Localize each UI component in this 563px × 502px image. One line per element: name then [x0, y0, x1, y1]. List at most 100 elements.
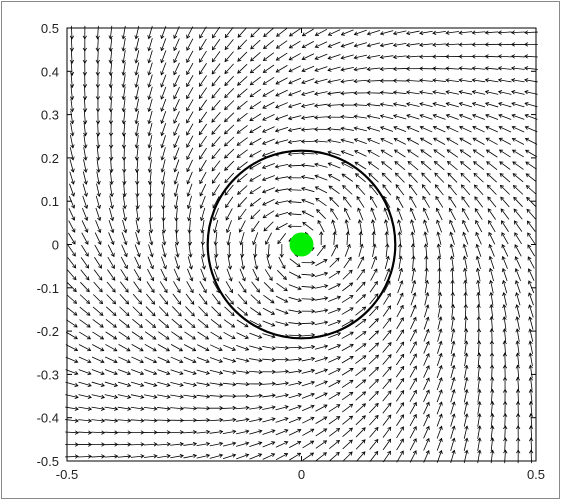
field-arrow [198, 99, 208, 112]
field-arrow [274, 126, 289, 133]
field-arrow [237, 293, 248, 305]
field-arrow [148, 244, 154, 258]
field-arrow [397, 231, 402, 245]
field-arrow [157, 454, 171, 459]
field-arrow [471, 113, 486, 120]
field-arrow [105, 344, 118, 352]
field-arrow [301, 368, 316, 374]
field-arrow [464, 340, 469, 355]
field-arrow [109, 159, 114, 173]
field-arrow [300, 163, 315, 168]
field-arrow [512, 161, 524, 170]
field-arrow [421, 184, 431, 196]
field-arrow [384, 219, 389, 233]
field-arrow [471, 42, 486, 47]
field-arrow [173, 62, 180, 76]
field-arrow [130, 406, 145, 411]
field-arrow [274, 139, 289, 145]
field-arrow [369, 438, 379, 450]
field-arrow [437, 267, 442, 282]
field-arrow [249, 125, 262, 134]
field-arrow [105, 306, 117, 317]
field-arrow [82, 195, 89, 209]
field-arrow [300, 127, 315, 132]
field-arrow [95, 110, 101, 125]
field-arrow [526, 220, 536, 232]
field-arrow [91, 356, 105, 364]
field-arrow [472, 137, 485, 145]
field-arrow [68, 195, 76, 209]
field-arrow [148, 219, 154, 234]
field-arrow [82, 183, 88, 197]
field-arrow [249, 453, 263, 460]
field-arrow [301, 285, 316, 290]
field-arrow [460, 184, 471, 196]
field-arrow [342, 282, 354, 292]
field-arrow [262, 381, 276, 386]
field-arrow [485, 113, 499, 120]
field-arrow [237, 306, 249, 316]
field-arrow [515, 292, 521, 306]
field-arrow [447, 172, 458, 183]
field-arrow [224, 148, 235, 159]
field-arrow [199, 50, 207, 63]
field-arrow [222, 382, 237, 387]
field-arrow [394, 172, 405, 183]
field-arrow [170, 381, 184, 387]
field-arrow [407, 149, 419, 158]
field-arrow [209, 406, 224, 411]
field-arrow [209, 417, 224, 423]
field-arrow [433, 137, 446, 146]
field-arrow [264, 269, 273, 281]
field-arrow [274, 164, 289, 169]
field-arrow [502, 364, 508, 379]
field-arrow [369, 450, 379, 463]
field-arrow [212, 184, 220, 197]
field-arrow [174, 207, 179, 222]
field-arrow [157, 343, 170, 352]
field-arrow [200, 231, 205, 246]
field-arrow [262, 307, 276, 315]
field-arrow [410, 243, 416, 258]
field-arrow [104, 369, 118, 376]
field-arrow [353, 29, 367, 36]
field-arrow [157, 430, 171, 435]
field-arrow [356, 195, 365, 208]
field-arrow [525, 161, 537, 170]
field-arrow [409, 353, 417, 366]
field-arrow [490, 437, 495, 452]
field-arrow [490, 413, 495, 427]
field-arrow [121, 37, 126, 52]
field-arrow [344, 219, 350, 233]
field-arrow [315, 259, 328, 267]
field-arrow [499, 161, 511, 170]
field-arrow [488, 220, 496, 233]
field-arrow [134, 50, 140, 64]
field-arrow [476, 303, 481, 318]
field-arrow [173, 38, 180, 52]
field-arrow [237, 185, 248, 195]
field-arrow [249, 101, 262, 110]
field-arrow [122, 195, 127, 210]
field-arrow [423, 413, 430, 427]
field-arrow [249, 405, 263, 410]
field-arrow [288, 333, 303, 338]
field-arrow [423, 219, 429, 233]
field-arrow [511, 149, 524, 158]
field-arrow [239, 232, 245, 246]
field-arrow [340, 126, 354, 131]
field-arrow [183, 441, 198, 447]
field-arrow [423, 377, 430, 390]
field-arrow [366, 102, 381, 107]
field-arrow [419, 78, 433, 83]
field-arrow [275, 345, 290, 350]
field-arrow [511, 90, 525, 95]
field-arrow [396, 426, 404, 439]
field-arrow [445, 125, 459, 133]
field-arrow [432, 66, 446, 71]
field-arrow [477, 364, 482, 379]
field-arrow [160, 256, 167, 270]
field-arrow [379, 102, 394, 107]
field-arrow [173, 159, 180, 173]
field-arrow [69, 183, 75, 197]
